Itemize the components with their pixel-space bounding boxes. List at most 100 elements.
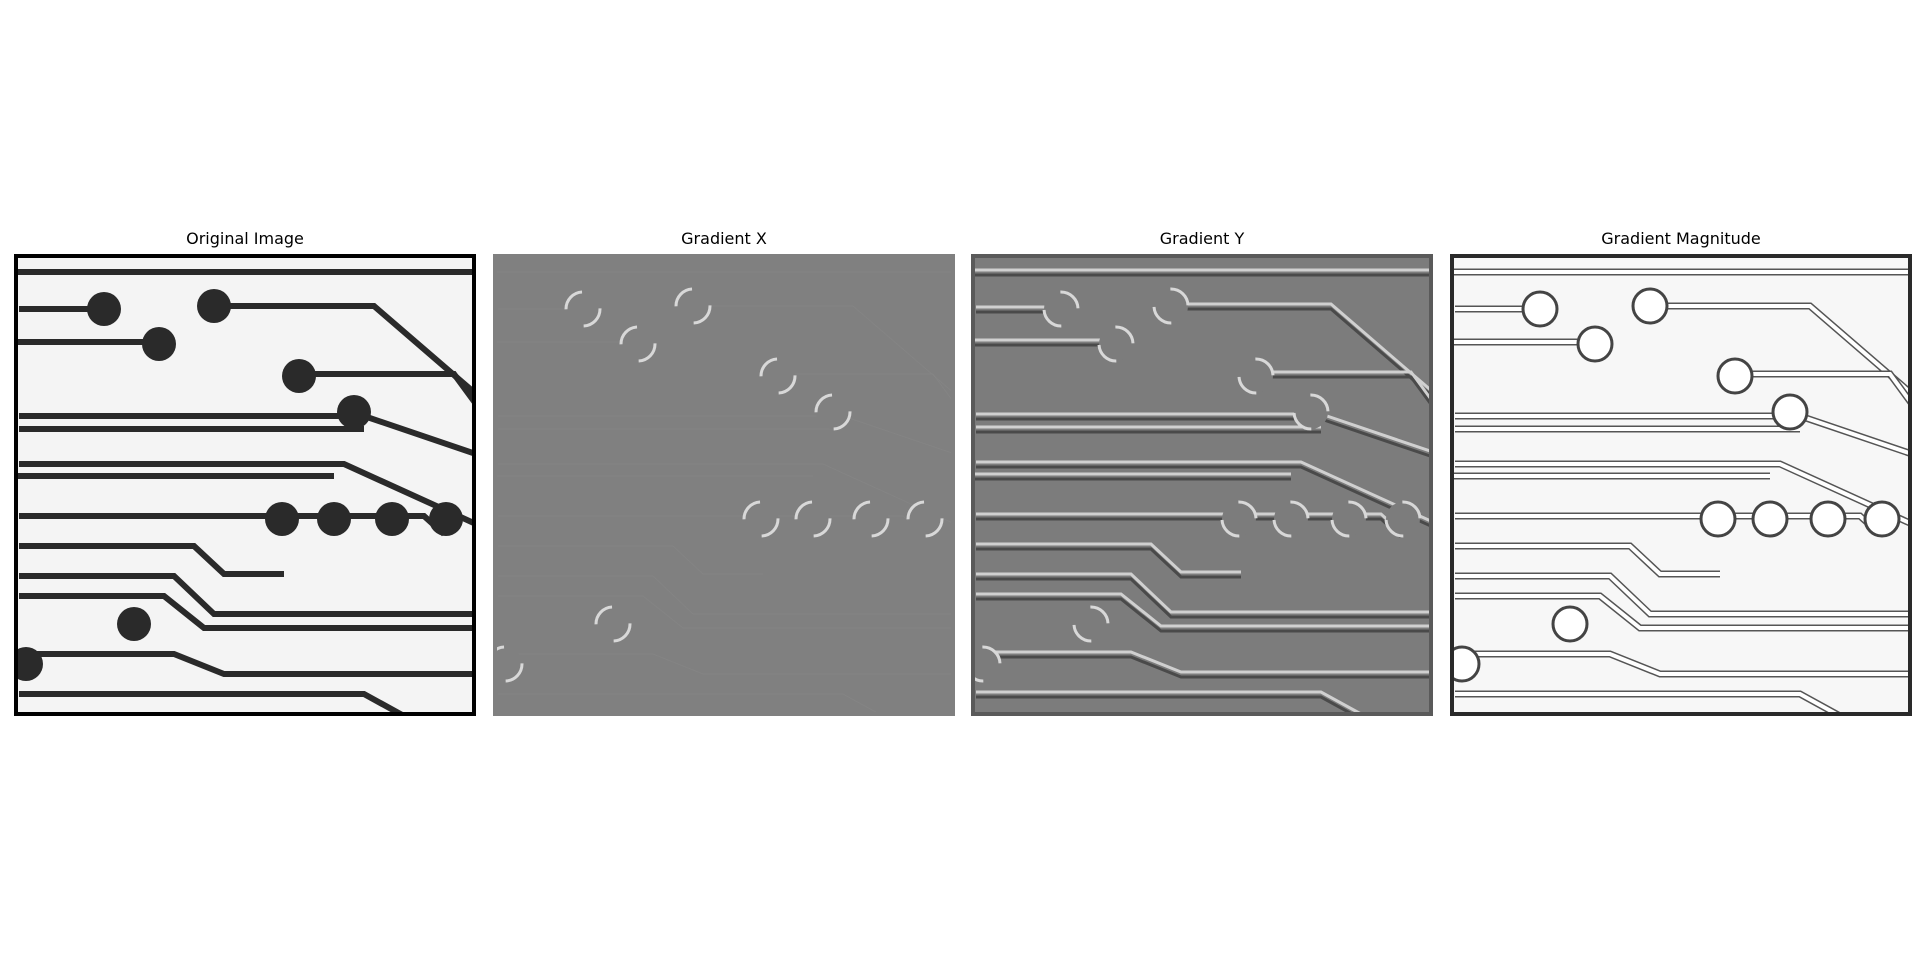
pad	[317, 502, 351, 536]
trace	[19, 461, 476, 527]
trace	[304, 371, 476, 406]
pad	[1771, 393, 1809, 431]
pad	[1631, 287, 1669, 325]
trace-highlight	[976, 460, 1433, 524]
trace	[204, 303, 476, 397]
pad	[759, 357, 797, 395]
circuit-traces	[493, 271, 955, 716]
trace-shadow	[976, 695, 1359, 716]
trace	[498, 595, 955, 629]
trace-shadow	[976, 597, 1433, 633]
pad	[1042, 290, 1080, 328]
panel-gradient-magnitude: Gradient Magnitude	[1450, 228, 1912, 716]
trace	[498, 463, 955, 525]
trace	[19, 691, 406, 716]
trace	[1640, 304, 1912, 396]
panel-title: Original Image	[186, 229, 304, 248]
pad	[493, 645, 524, 683]
trace	[1455, 462, 1912, 526]
pad	[1237, 357, 1275, 395]
image-frame	[971, 254, 1433, 716]
pad	[1384, 500, 1422, 538]
pad	[429, 502, 463, 536]
image-background	[493, 254, 955, 716]
pad	[674, 287, 712, 325]
trace-highlight	[976, 690, 1362, 716]
pad	[1152, 287, 1190, 325]
pad	[14, 647, 43, 681]
trace	[1455, 594, 1912, 630]
circuit-pads	[971, 287, 1422, 683]
pad	[619, 325, 657, 363]
trace-shadow	[976, 577, 1433, 619]
trace-highlight	[976, 592, 1433, 628]
trace	[19, 593, 476, 631]
panel-original: Original Image	[14, 228, 476, 716]
gradient-x-image	[493, 254, 955, 716]
pad	[337, 395, 371, 429]
pad	[852, 500, 890, 538]
trace	[1455, 692, 1841, 716]
trace-shadow	[976, 655, 1433, 679]
pad	[197, 289, 231, 323]
pad	[142, 327, 176, 361]
pad	[1097, 325, 1135, 363]
trace	[783, 373, 955, 405]
pad	[87, 292, 121, 326]
trace-highlight	[976, 572, 1433, 614]
pad	[1551, 605, 1589, 643]
panel-title: Gradient Magnitude	[1601, 229, 1761, 248]
panel-title: Gradient X	[681, 229, 767, 248]
pad	[564, 290, 602, 328]
pad	[1576, 325, 1614, 363]
pad	[1699, 500, 1737, 538]
circuit-traces	[1450, 268, 1912, 716]
pad	[594, 605, 632, 643]
trace-shadow	[976, 465, 1433, 529]
pad	[375, 502, 409, 536]
image-frame	[493, 254, 955, 716]
pad	[814, 393, 852, 431]
pad	[1809, 500, 1847, 538]
trace	[1455, 544, 1720, 576]
pad	[117, 607, 151, 641]
panel-title: Gradient Y	[1159, 229, 1245, 248]
gradient-magnitude-image	[1450, 254, 1912, 716]
panel-gradient-y: Gradient Y	[971, 228, 1433, 716]
trace	[1455, 574, 1912, 616]
pad	[282, 359, 316, 393]
image-background	[971, 254, 1433, 716]
trace	[19, 573, 476, 617]
trace	[19, 543, 284, 577]
circuit-pads	[493, 287, 944, 683]
trace	[498, 545, 763, 575]
pad	[1863, 500, 1901, 538]
pad	[1716, 357, 1754, 395]
trace	[683, 305, 955, 395]
original-image	[14, 254, 476, 716]
trace-shadow	[1161, 307, 1433, 399]
trace-highlight	[1261, 370, 1433, 403]
trace	[498, 653, 955, 675]
panel-gradient-x: Gradient X	[493, 228, 955, 716]
circuit-pads	[14, 289, 463, 681]
trace-highlight	[976, 650, 1433, 674]
trace-highlight	[1161, 302, 1433, 394]
pad	[1072, 605, 1110, 643]
trace	[498, 575, 955, 615]
pad	[1272, 500, 1310, 538]
trace-shadow	[976, 547, 1241, 579]
image-background	[1450, 254, 1912, 716]
pad	[1330, 500, 1368, 538]
pad	[742, 500, 780, 538]
circuit-pads	[1450, 287, 1901, 683]
trace	[1455, 652, 1912, 676]
pad	[1521, 290, 1559, 328]
image-background	[14, 254, 476, 716]
pad	[906, 500, 944, 538]
trace	[1740, 372, 1912, 406]
gradient-y-image	[971, 254, 1433, 716]
pad	[1751, 500, 1789, 538]
pad	[1450, 645, 1481, 683]
